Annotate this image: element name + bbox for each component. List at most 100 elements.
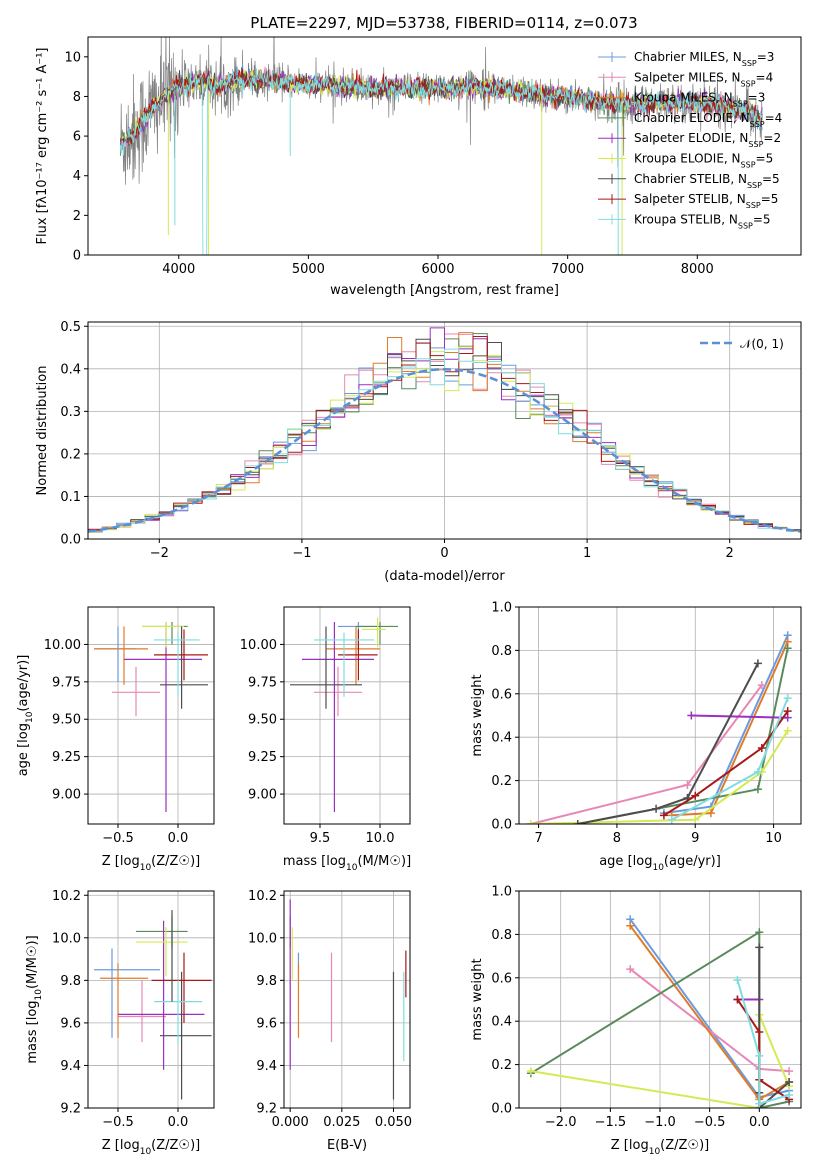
mass_weight_vs_age-line-chabrier_stelib (577, 662, 759, 824)
age_vs_mass-ytick-label: 9.75 (248, 675, 277, 690)
mass_weight_vs_Z-frame (518, 890, 802, 1109)
spectrum-ylabel: Flux [fλ10⁻¹⁷ erg cm⁻² s⁻¹ A⁻¹] (35, 48, 50, 245)
mass_weight_vs_Z-xtick-label: −0.5 (694, 1115, 726, 1130)
age_vs_Z-frame (87, 606, 215, 825)
mass_vs_Z-xtick-label: 0.0 (168, 1115, 189, 1130)
mass_weight_vs_Z-marker-kroupa_stelib (733, 975, 742, 984)
mass_vs_ebv-ytick-label: 10.2 (248, 889, 277, 904)
legend-label-chabrier_miles: Chabrier MILES, NSSP=3 (634, 50, 774, 68)
age_vs_Z-xtick-label: 0.0 (168, 831, 189, 846)
mass_vs_Z-plot-area (94, 910, 212, 1100)
mass_weight_vs_age-xtick-label: 9 (691, 831, 699, 846)
mass_weight_vs_Z-ytick-label: 1.0 (491, 885, 512, 900)
mass_weight_vs_Z-ytick-label: 0.0 (491, 1102, 512, 1117)
mass_weight_vs_Z-marker-kroupa_miles (626, 921, 635, 930)
mass_weight_vs_age-marker-kroupa_stelib (753, 767, 762, 776)
residuals-ytick-label: 0.0 (60, 533, 81, 548)
mass_weight_vs_Z-marker-chabrier_stelib (755, 943, 764, 952)
age_vs_mass-ytick-label: 9.25 (248, 750, 277, 765)
mass_weight_vs_age-ytick-label: 0.2 (491, 774, 512, 789)
residuals-xtick-label: 0 (440, 546, 448, 561)
mass_vs_ebv-xtick-label: 0.000 (272, 1115, 309, 1130)
age_vs_mass-frame (283, 606, 411, 825)
age_vs_Z-axes: −0.5 0.0 9.00 9.25 9.50 9.75 10.00 (44, 607, 214, 846)
mass_weight_vs_age-line-salpeter_elodie (691, 714, 788, 719)
mass_weight_vs_age-xtick-label: 10 (765, 831, 782, 846)
legend-label-salpeter_elodie: Salpeter ELODIE, NSSP=2 (634, 131, 781, 149)
age_vs_Z-ylabel: age [log10(age/yr)] (16, 655, 35, 777)
gaussian-reference-curve (88, 368, 801, 533)
spectrum-model-line-chabrier_stelib (119, 67, 763, 146)
spectrum-ytick-label: 4 (73, 169, 81, 184)
mass_weight_vs_age-marker-kroupa_stelib (667, 815, 676, 824)
residuals-ytick-label: 0.4 (60, 362, 81, 377)
mass_weight_vs_Z-line-salpeter_stelib (736, 998, 790, 1101)
residuals-plot-area (88, 327, 801, 533)
mass_weight_vs_Z-xtick-label: −1.0 (644, 1115, 676, 1130)
mass_vs_Z-ytick-label: 9.2 (60, 1102, 81, 1117)
mass_vs_Z-ytick-label: 9.4 (60, 1059, 81, 1074)
mass_vs_Z-ytick-label: 9.8 (60, 974, 81, 989)
mass_vs_Z-ytick-label: 10.2 (52, 889, 81, 904)
age_vs_Z-ytick-label: 9.25 (52, 750, 81, 765)
age_vs_mass-ytick-label: 10.00 (240, 638, 277, 653)
age_vs_Z-plot-area (94, 621, 208, 813)
spectrum-xtick-label: 5000 (292, 262, 325, 277)
mass_weight_vs_age-marker-salpeter_stelib (691, 791, 700, 800)
residuals-xtick-label: −2 (150, 546, 169, 561)
age_vs_mass-xlabel: mass [log10(M/M☉)] (283, 854, 411, 873)
mass_weight_vs_age-ytick-label: 0.0 (491, 818, 512, 833)
mass_weight_vs_age-marker-chabrier_stelib (753, 659, 762, 668)
mass_weight_vs_age-marker-kroupa_elodie (783, 726, 792, 735)
mass_vs_ebv-plot-area (289, 899, 407, 1100)
mass_vs_ebv-xtick-label: 0.050 (375, 1115, 412, 1130)
figure-title: PLATE=2297, MJD=53738, FIBERID=0114, z=0… (250, 14, 637, 32)
legend-label-chabrier_elodie: Chabrier ELODIE, NSSP=4 (634, 111, 782, 128)
mass_weight_vs_age-marker-salpeter_stelib (659, 811, 668, 820)
residuals-xtick-label: 1 (583, 546, 591, 561)
spectrum-model-line-salpeter_stelib (119, 68, 763, 147)
mass_weight_vs_age-marker-chabrier_elodie (753, 785, 762, 794)
mass_weight_vs_age-marker-salpeter_miles (757, 681, 766, 690)
mass_vs_Z-ylabel: mass [log10(M/M☉)] (25, 935, 44, 1063)
age_vs_mass-xtick-label: 9.5 (310, 831, 331, 846)
mass_vs_Z-frame (87, 890, 215, 1109)
mass_weight_vs_age-xtick-label: 8 (613, 831, 621, 846)
residuals-ytick-label: 0.3 (60, 405, 81, 420)
mass_weight_vs_age-ytick-label: 1.0 (491, 601, 512, 616)
mass_weight_vs_Z-marker-chabrier_elodie (755, 928, 764, 937)
mass_vs_ebv-ytick-label: 9.4 (256, 1059, 277, 1074)
mass_vs_Z-xtick-label: −0.5 (102, 1115, 134, 1130)
mass_weight_vs_Z-marker-salpeter_stelib (733, 995, 742, 1004)
spectrum-xtick-label: 4000 (162, 262, 195, 277)
age_vs_mass-plot-area (290, 617, 398, 813)
residuals-ylabel: Normed distribution (35, 366, 50, 496)
mass_vs_Z-ytick-label: 10.0 (52, 931, 81, 946)
mass_vs_ebv-xtick-label: 0.025 (323, 1115, 360, 1130)
mass_weight_vs_Z-marker-chabrier_stelib (785, 1077, 794, 1086)
mass_weight_vs_Z-marker-salpeter_stelib (755, 1028, 764, 1037)
mass_weight_vs_Z-ytick-label: 0.2 (491, 1058, 512, 1073)
legend-label-kroupa_miles: Kroupa MILES, NSSP=3 (634, 91, 765, 109)
mass_weight_vs_Z-plot-area (526, 915, 794, 1108)
age_vs_mass-xtick-label: 10.0 (366, 831, 395, 846)
mass_weight_vs_age-line-salpeter_miles (530, 684, 763, 824)
mass_weight_vs_age-marker-kroupa_elodie (526, 820, 535, 824)
spectrum-axes: 4000 5000 6000 7000 8000 0 2 4 6 8 10 (64, 50, 713, 277)
legend-gaussian-label: 𝒩(0, 1) (740, 337, 784, 351)
spectrum-legend: Chabrier MILES, NSSP=3 Salpeter MILES, NS… (598, 50, 782, 230)
mass_vs_ebv-ytick-label: 9.6 (256, 1016, 277, 1031)
mass_weight_vs_age-marker-salpeter_elodie (687, 711, 696, 720)
residual-histogram-kroupa_stelib (88, 348, 801, 533)
residuals-ytick-label: 0.2 (60, 447, 81, 462)
mass_weight_vs_age-marker-chabrier_stelib (652, 804, 661, 813)
residuals-xtick-label: 2 (726, 546, 734, 561)
spectrum-xtick-label: 8000 (681, 262, 714, 277)
age_vs_Z-xlabel: Z [log10(Z/Z☉)] (102, 854, 200, 873)
spectrum-xtick-label: 7000 (551, 262, 584, 277)
age_vs_mass-ytick-label: 9.00 (248, 788, 277, 803)
mass_weight_vs_Z-xtick-label: −2.0 (545, 1115, 577, 1130)
mass_weight_vs_age-axes: 7 8 9 10 0.0 0.2 0.4 0.6 0.8 1.0 (491, 601, 801, 846)
